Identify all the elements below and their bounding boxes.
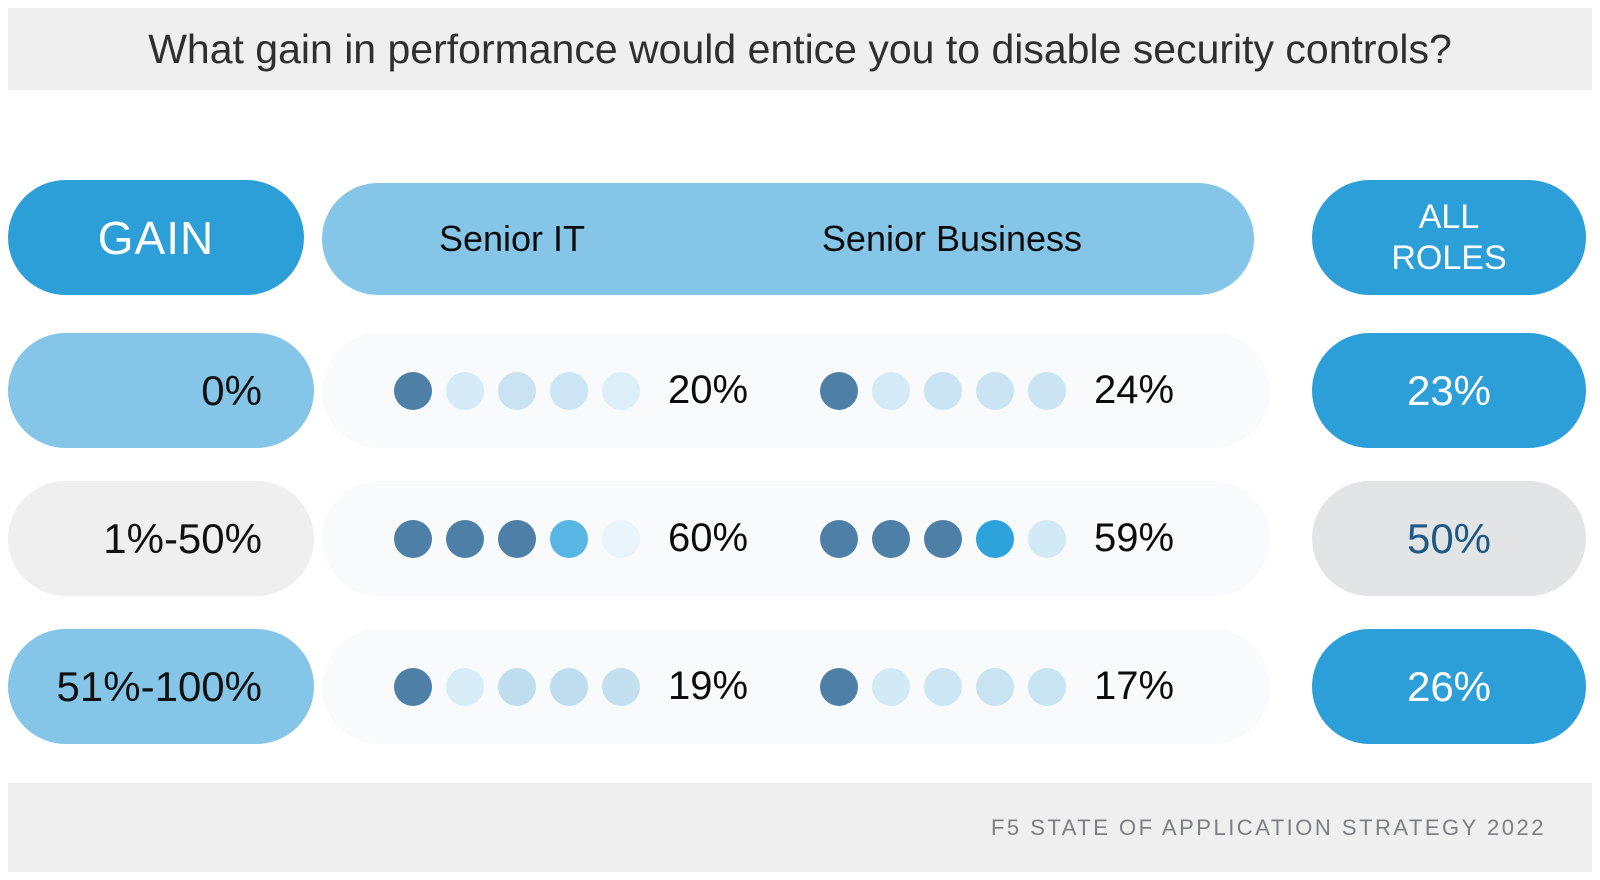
dot: [820, 667, 858, 706]
dot-scale: [394, 667, 654, 706]
dot: [924, 371, 962, 410]
all-roles-value-pill: 50%: [1312, 481, 1586, 596]
dot: [446, 519, 484, 558]
dot: [872, 519, 910, 558]
gain-header-label: GAIN: [97, 211, 215, 264]
dot-scale: [820, 519, 1080, 558]
dot: [872, 371, 910, 410]
dot: [550, 519, 588, 558]
dot: [924, 667, 962, 706]
senior-business-value: 24%: [1094, 368, 1175, 412]
senior-it-cell: 19%: [394, 629, 748, 744]
dot: [394, 519, 432, 558]
dot: [1028, 519, 1066, 558]
footer-bar: F5 STATE OF APPLICATION STRATEGY 2022: [8, 783, 1592, 872]
dot: [602, 371, 640, 410]
dot-scale: [394, 519, 654, 558]
gain-pill-51-100pct: 51%-100%: [8, 629, 314, 744]
senior-business-cell: 59%: [820, 481, 1174, 596]
page-title: What gain in performance would entice yo…: [148, 25, 1452, 72]
title-bar: What gain in performance would entice yo…: [8, 8, 1592, 90]
senior-business-header-label: Senior Business: [821, 218, 1083, 259]
senior-business-cell: 24%: [820, 333, 1174, 448]
dot: [976, 667, 1014, 706]
dot: [872, 667, 910, 706]
dot: [498, 371, 536, 410]
roles-header-pill: Senior IT Senior Business: [322, 183, 1254, 295]
dot: [550, 371, 588, 410]
senior-business-cell: 17%: [820, 629, 1174, 744]
gain-pill-1-50pct: 1%-50%: [8, 481, 314, 596]
source-attribution: F5 STATE OF APPLICATION STRATEGY 2022: [990, 814, 1546, 840]
row-track: 20% 24%: [322, 333, 1270, 448]
dot: [1028, 667, 1066, 706]
dot: [498, 667, 536, 706]
all-roles-header-label: ALL ROLES: [1391, 198, 1507, 277]
dot: [550, 667, 588, 706]
gain-label: 51%-100%: [56, 662, 262, 710]
gain-label: 0%: [201, 366, 262, 414]
all-roles-value-pill: 26%: [1312, 629, 1586, 744]
gain-label: 1%-50%: [103, 514, 262, 562]
all-roles-value: 23%: [1406, 366, 1492, 414]
all-roles-header-pill: ALL ROLES: [1312, 180, 1586, 295]
dot: [976, 519, 1014, 558]
dot: [394, 667, 432, 706]
row-track: 19% 17%: [322, 629, 1270, 744]
all-roles-value: 50%: [1406, 514, 1492, 562]
dot: [976, 371, 1014, 410]
senior-it-value: 19%: [668, 664, 749, 708]
gain-header-pill: GAIN: [8, 180, 304, 295]
gain-pill-0pct: 0%: [8, 333, 314, 448]
dot: [1028, 371, 1066, 410]
dot: [602, 667, 640, 706]
senior-it-header-label: Senior IT: [438, 218, 586, 259]
senior-it-value: 20%: [668, 368, 749, 412]
row-track: 60% 59%: [322, 481, 1270, 596]
dot: [446, 667, 484, 706]
dot: [394, 371, 432, 410]
dot: [446, 371, 484, 410]
senior-it-cell: 60%: [394, 481, 748, 596]
dot: [602, 519, 640, 558]
senior-it-value: 60%: [668, 516, 749, 560]
dot-scale: [820, 371, 1080, 410]
all-roles-value: 26%: [1406, 662, 1492, 710]
all-roles-value-pill: 23%: [1312, 333, 1586, 448]
dot: [820, 371, 858, 410]
senior-business-value: 17%: [1094, 664, 1175, 708]
senior-business-value: 59%: [1094, 516, 1175, 560]
senior-it-cell: 20%: [394, 333, 748, 448]
dot-scale: [394, 371, 654, 410]
dot: [820, 519, 858, 558]
dot-scale: [820, 667, 1080, 706]
dot: [498, 519, 536, 558]
dot: [924, 519, 962, 558]
